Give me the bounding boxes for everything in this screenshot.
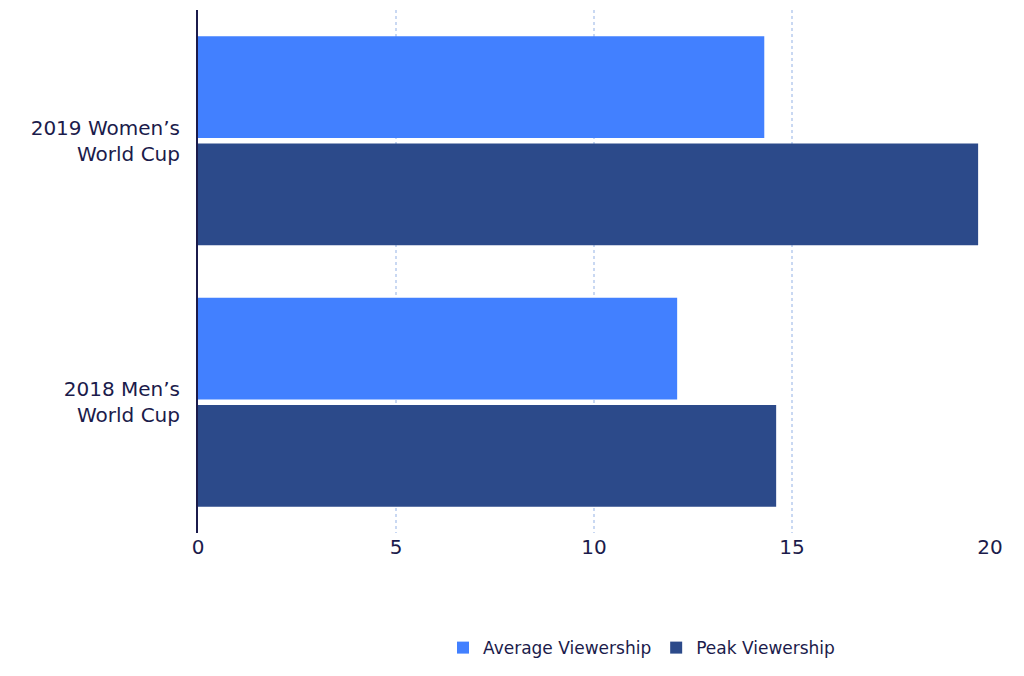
svg-text:2018 Men’sWorld Cup: 2018 Men’sWorld Cup	[64, 377, 180, 427]
svg-text:10: 10	[581, 535, 606, 559]
svg-text:5: 5	[390, 535, 403, 559]
svg-text:0: 0	[192, 535, 205, 559]
svg-text:Average Viewership: Average Viewership	[483, 638, 651, 658]
svg-text:20: 20	[977, 535, 1002, 559]
svg-text:2019 Women’sWorld Cup: 2019 Women’sWorld Cup	[31, 116, 180, 166]
svg-text:15: 15	[779, 535, 804, 559]
svg-text:Peak Viewership: Peak Viewership	[696, 638, 835, 658]
